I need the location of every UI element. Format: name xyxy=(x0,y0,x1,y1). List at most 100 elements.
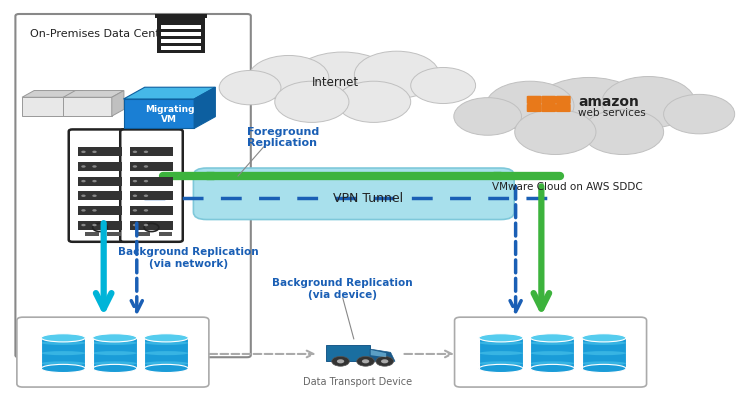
FancyBboxPatch shape xyxy=(556,105,570,113)
Ellipse shape xyxy=(144,334,188,342)
Circle shape xyxy=(92,151,97,154)
Bar xyxy=(531,338,574,369)
Bar xyxy=(78,177,122,186)
Ellipse shape xyxy=(479,362,523,366)
Ellipse shape xyxy=(93,362,137,366)
Circle shape xyxy=(133,151,137,154)
Circle shape xyxy=(81,195,85,198)
Circle shape xyxy=(337,360,344,364)
Ellipse shape xyxy=(531,362,574,366)
Circle shape xyxy=(531,78,646,142)
Bar xyxy=(581,338,626,369)
Text: Data Transport Device: Data Transport Device xyxy=(303,376,412,386)
Bar xyxy=(130,163,173,171)
Circle shape xyxy=(144,151,148,154)
FancyBboxPatch shape xyxy=(527,97,542,105)
Polygon shape xyxy=(194,88,215,129)
Polygon shape xyxy=(112,91,124,117)
Circle shape xyxy=(275,82,349,123)
Ellipse shape xyxy=(581,364,626,373)
Circle shape xyxy=(81,166,85,168)
Ellipse shape xyxy=(93,334,137,342)
Circle shape xyxy=(219,71,281,106)
Bar xyxy=(479,338,523,369)
Circle shape xyxy=(381,360,388,364)
Bar xyxy=(93,338,137,369)
Ellipse shape xyxy=(479,334,523,342)
Bar xyxy=(130,207,173,216)
FancyBboxPatch shape xyxy=(541,105,556,113)
Text: On-Premises Data Center: On-Premises Data Center xyxy=(30,29,172,39)
Circle shape xyxy=(92,166,97,168)
FancyBboxPatch shape xyxy=(193,169,514,220)
Text: VPN Tunnel: VPN Tunnel xyxy=(333,191,404,204)
Circle shape xyxy=(411,68,475,104)
Text: amazon: amazon xyxy=(578,94,639,108)
Ellipse shape xyxy=(581,341,626,345)
Circle shape xyxy=(92,195,97,198)
Ellipse shape xyxy=(479,341,523,345)
Circle shape xyxy=(582,110,663,155)
Circle shape xyxy=(92,180,97,183)
Polygon shape xyxy=(370,349,395,362)
FancyBboxPatch shape xyxy=(15,15,251,357)
Circle shape xyxy=(354,52,439,99)
Circle shape xyxy=(290,53,395,111)
Text: Internet: Internet xyxy=(312,76,359,89)
Circle shape xyxy=(362,360,369,364)
Bar xyxy=(41,338,85,369)
Bar xyxy=(144,338,188,369)
Circle shape xyxy=(133,166,137,168)
Ellipse shape xyxy=(41,334,85,342)
Circle shape xyxy=(133,210,137,212)
Text: Foreground
Replication: Foreground Replication xyxy=(247,126,319,148)
FancyBboxPatch shape xyxy=(69,130,131,242)
Bar xyxy=(78,192,122,201)
Ellipse shape xyxy=(581,362,626,366)
Circle shape xyxy=(133,224,137,227)
Bar xyxy=(78,163,122,171)
Circle shape xyxy=(81,224,85,227)
Circle shape xyxy=(144,195,148,198)
Bar xyxy=(78,148,122,157)
Text: Background Replication
(via network): Background Replication (via network) xyxy=(118,247,259,268)
Ellipse shape xyxy=(144,362,188,366)
Bar xyxy=(130,177,173,186)
Ellipse shape xyxy=(581,351,626,355)
Ellipse shape xyxy=(479,364,523,373)
Ellipse shape xyxy=(41,362,85,366)
Circle shape xyxy=(133,180,137,183)
Polygon shape xyxy=(124,100,194,129)
Ellipse shape xyxy=(144,364,188,373)
Bar xyxy=(326,345,370,362)
Ellipse shape xyxy=(41,364,85,373)
Bar xyxy=(161,47,201,50)
Polygon shape xyxy=(22,98,71,117)
Circle shape xyxy=(454,99,522,136)
Ellipse shape xyxy=(531,334,574,342)
Bar xyxy=(130,148,173,157)
Ellipse shape xyxy=(93,341,137,345)
Circle shape xyxy=(332,357,349,366)
Bar xyxy=(161,26,201,29)
Circle shape xyxy=(81,151,85,154)
Polygon shape xyxy=(22,91,83,98)
Ellipse shape xyxy=(581,334,626,342)
Ellipse shape xyxy=(531,364,574,373)
Bar xyxy=(157,19,205,54)
Bar xyxy=(130,221,173,230)
Circle shape xyxy=(144,180,148,183)
Bar xyxy=(108,232,121,237)
Circle shape xyxy=(144,210,148,212)
Ellipse shape xyxy=(93,364,137,373)
Ellipse shape xyxy=(144,351,188,355)
Text: web services: web services xyxy=(578,108,646,118)
Bar xyxy=(78,207,122,216)
Polygon shape xyxy=(124,88,215,100)
FancyBboxPatch shape xyxy=(455,317,646,387)
Polygon shape xyxy=(63,91,124,98)
Circle shape xyxy=(144,166,148,168)
Circle shape xyxy=(663,95,735,135)
FancyBboxPatch shape xyxy=(17,317,209,387)
Circle shape xyxy=(248,56,329,101)
